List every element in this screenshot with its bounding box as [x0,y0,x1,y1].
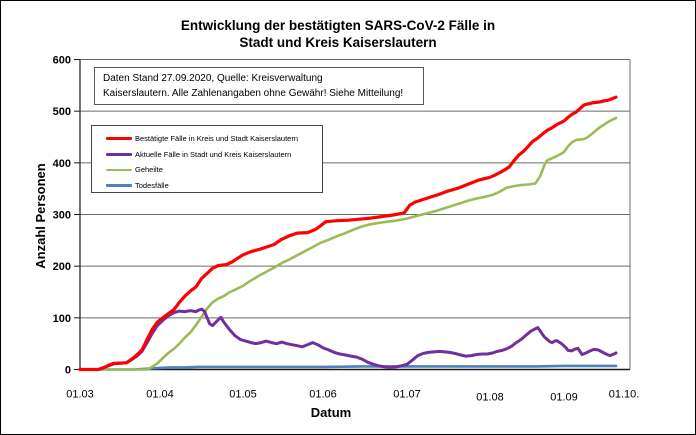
legend-swatch-0 [106,137,132,141]
legend-label-3: Todesfälle [135,180,169,190]
data-status-note: Daten Stand 27.09.2020, Quelle: Kreisver… [94,67,424,105]
y-tick-label-0: 0 [65,365,71,377]
y-tick-label-500: 500 [53,106,71,118]
legend-swatch-2 [106,168,132,171]
series-line-0 [78,95,618,372]
y-tick-label-100: 100 [53,313,71,325]
x-tick-label-01-10-: 01.10. [609,389,640,401]
x-tick-label-01-05: 01.05 [229,389,257,401]
x-tick-label-01-09: 01.09 [550,392,578,404]
y-tick-label-400: 400 [53,158,71,170]
x-tick-label-01-08: 01.08 [476,392,504,404]
y-tick-label-600: 600 [53,55,71,67]
legend-label-2: Geheilte [135,165,163,175]
y-tick-label-200: 200 [53,261,71,273]
x-tick-label-01-03: 01.03 [66,389,94,401]
x-axis-title: Datum [310,405,352,420]
series-line-2 [78,116,618,371]
legend-label-1: Aktuelle Fälle in Stadt und Kreis Kaiser… [135,149,292,159]
legend-swatch-1 [106,152,132,156]
x-tick-label-01-06: 01.06 [309,389,337,401]
y-tick-label-300: 300 [53,210,71,222]
legend: Bestätigte Fälle in Kreis und Stadt Kais… [91,125,323,193]
y-axis-title: Anzahl Personen [33,163,48,269]
legend-item-1: Aktuelle Fälle in Stadt und Kreis Kaiser… [106,147,316,163]
x-tick-label-01-04: 01.04 [146,389,174,401]
chart-title-line2: Stadt und Kreis Kaiserslautern [239,35,437,50]
legend-item-3: Todesfälle [106,178,316,194]
data-status-note-line2: Kaiserslautern. Alle Zahlenangaben ohne … [103,88,404,99]
data-status-note-line1: Daten Stand 27.09.2020, Quelle: Kreisver… [103,73,323,84]
series-line-1 [78,307,618,371]
x-tick-label-01-07: 01.07 [393,389,421,401]
legend-label-0: Bestätigte Fälle in Kreis und Stadt Kais… [135,134,299,144]
legend-rows: Bestätigte Fälle in Kreis und Stadt Kais… [106,131,316,193]
legend-item-2: Geheilte [106,162,316,178]
chart-title: Entwicklung der bestätigten SARS-CoV-2 F… [1,17,675,51]
chart-title-line1: Entwicklung der bestätigten SARS-CoV-2 F… [180,18,496,33]
legend-swatch-3 [106,184,132,187]
legend-item-0: Bestätigte Fälle in Kreis und Stadt Kais… [106,131,316,147]
